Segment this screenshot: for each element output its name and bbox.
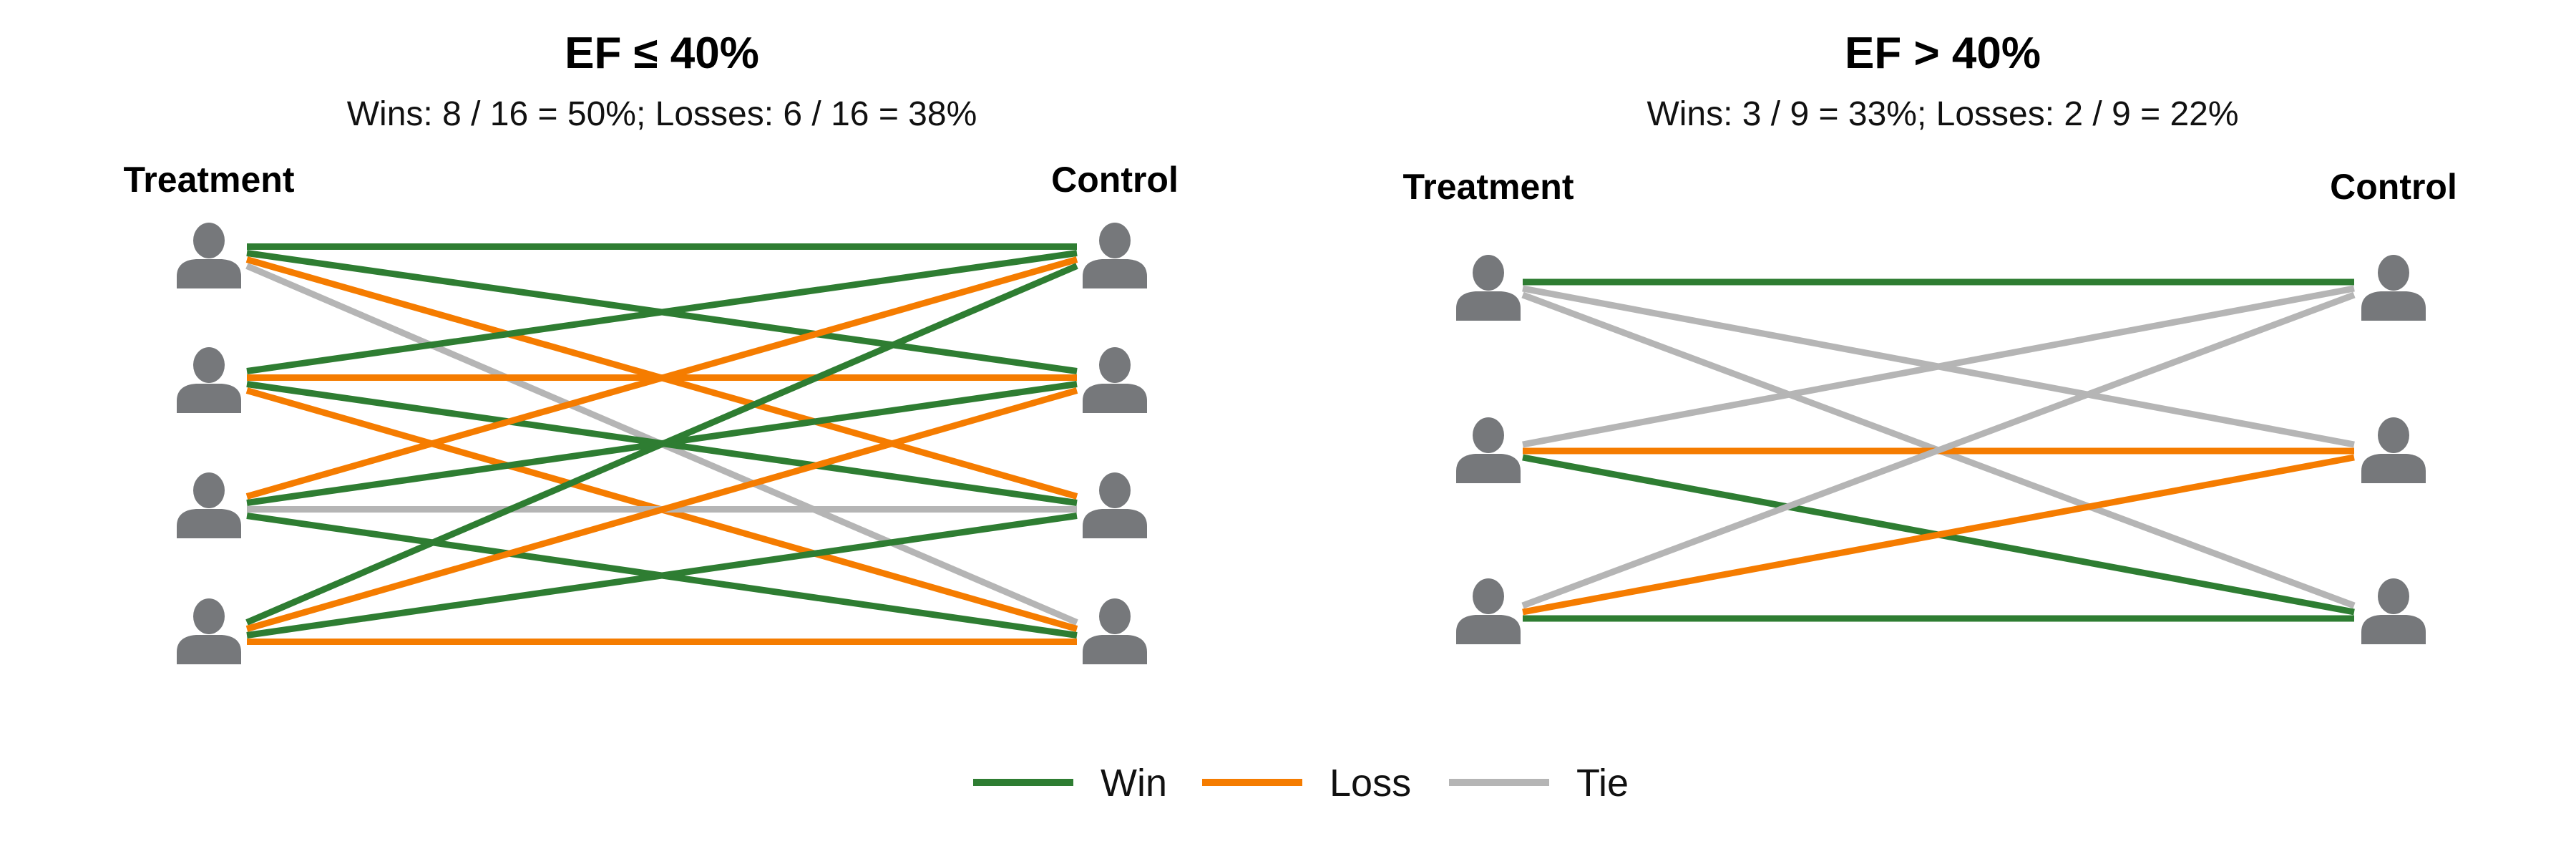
treatment-person-icon-4 [177,598,241,664]
panel-title: EF ≤ 40% [565,29,759,78]
control-label: Control [2330,167,2457,207]
people [177,223,1147,664]
control-person-icon-2 [1083,347,1147,413]
treatment-person-icon-2 [1456,417,1521,483]
treatment-person-icon-3 [1456,578,1521,644]
legend: Win Loss Tie [973,762,1629,805]
legend-label-win: Win [1101,762,1167,805]
pair-line-t2-c1-tie [1522,285,2355,448]
pair-line-t3-c1-loss [245,256,1078,500]
legend-label-tie: Tie [1576,762,1629,805]
control-person-icon-3 [1083,472,1147,538]
control-person-icon-2 [2361,417,2426,483]
treatment-label: Treatment [1403,167,1574,207]
control-person-icon-1 [2361,255,2426,321]
panel-subtitle: Wins: 3 / 9 = 33%; Losses: 2 / 9 = 22% [1646,95,2238,133]
panel-title: EF > 40% [1845,29,2041,78]
treatment-label: Treatment [124,160,295,200]
control-person-icon-3 [2361,578,2426,644]
treatment-person-icon-1 [177,223,241,288]
people [1456,255,2426,644]
pair-line-t4-c3-win [246,513,1078,639]
panel-ef-gt-40: EF > 40% Wins: 3 / 9 = 33%; Losses: 2 / … [1403,29,2457,644]
control-label: Control [1051,160,1179,200]
pair-line-t4-c2-loss [245,387,1078,632]
treatment-person-icon-2 [177,347,241,413]
panel-subtitle: Wins: 8 / 16 = 50%; Losses: 6 / 16 = 38% [347,95,977,133]
treatment-person-icon-3 [177,472,241,538]
legend-label-loss: Loss [1330,762,1411,805]
pair-line-t3-c1-tie [1521,291,2356,609]
pair-line-t4-c1-win [245,263,1078,626]
pair-line-t2-c1-win [246,250,1078,374]
control-person-icon-4 [1083,598,1147,664]
pair-lines [245,243,1078,645]
pair-line-t3-c2-loss [1522,454,2355,616]
control-person-icon-1 [1083,223,1147,288]
panel-ef-le-40: EF ≤ 40% Wins: 8 / 16 = 50%; Losses: 6 /… [124,29,1179,664]
treatment-person-icon-1 [1456,255,1521,321]
pair-lines [1521,278,2356,622]
